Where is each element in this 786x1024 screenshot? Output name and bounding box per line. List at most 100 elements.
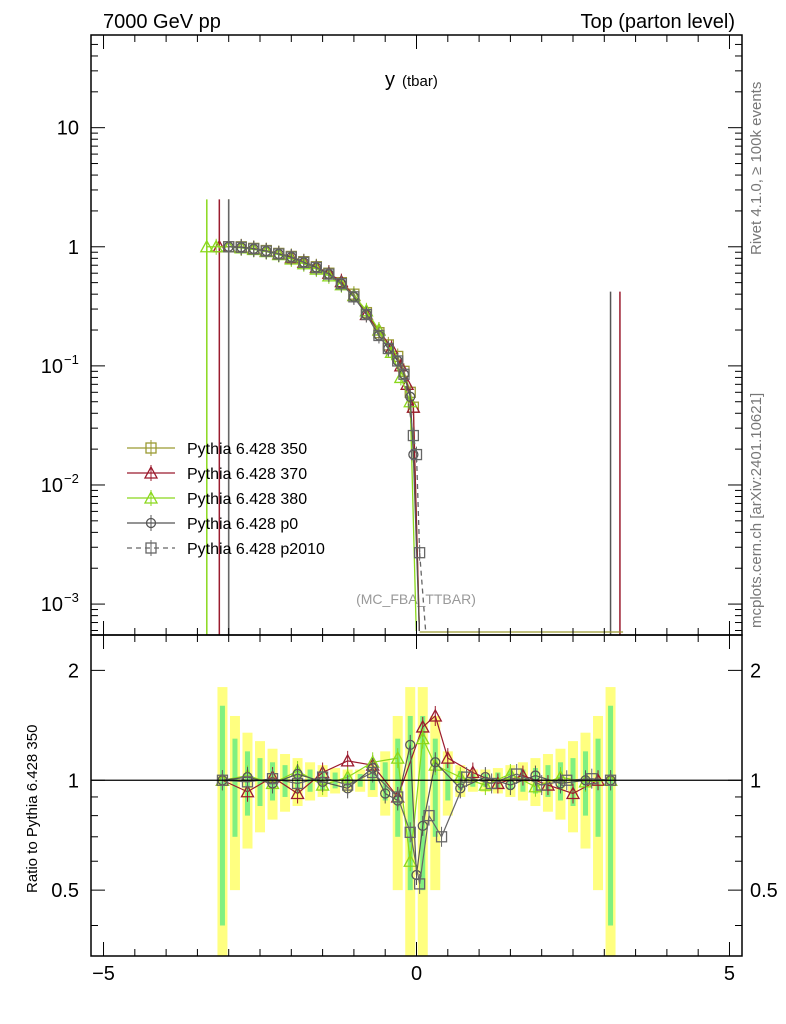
ratio-point — [316, 771, 329, 783]
main-point — [348, 291, 360, 303]
ratio-point — [392, 791, 404, 803]
legend-marker — [143, 465, 159, 479]
ratio-point — [340, 753, 355, 767]
legend-marker — [145, 517, 157, 529]
ratio-point — [415, 731, 430, 745]
ratio-point — [423, 809, 435, 822]
main-series-tail — [412, 454, 421, 632]
legend-marker — [145, 442, 157, 454]
y-tick-label: 10 — [57, 118, 79, 140]
ratio-point — [460, 771, 473, 783]
ratio-y-tick-label-right: 2 — [750, 660, 761, 682]
band-inner-bin — [257, 758, 263, 807]
ratio-point — [291, 777, 304, 790]
x-tick-label: −5 — [92, 963, 115, 985]
ratio-point — [403, 853, 418, 867]
band-inner-bin — [420, 715, 426, 891]
legend-label: Pythia 6.428 p2010 — [187, 541, 325, 558]
main-point — [410, 448, 423, 461]
main-point — [405, 391, 416, 402]
ratio-point — [405, 739, 416, 751]
plot-title-sub: (tbar) — [402, 73, 438, 90]
main-series-tail — [418, 552, 427, 632]
ratio-point — [290, 786, 305, 800]
main-point — [310, 261, 322, 274]
ratio-point — [485, 777, 498, 790]
y-tick-label: 10 — [41, 594, 63, 616]
ratio-point — [404, 826, 416, 838]
y-tick-label: 10 — [41, 356, 63, 378]
ratio-series-group — [91, 705, 742, 894]
y-tick-exponent: −1 — [64, 352, 79, 367]
ratio-y-tick-label-left: 2 — [68, 660, 79, 682]
legend: Pythia 6.428 350 Pythia 6.428 370 Pythia 6… — [127, 440, 325, 558]
y-tick-label: 1 — [68, 237, 79, 259]
ratio-point — [430, 757, 441, 768]
ratio-point — [565, 786, 581, 800]
main-point — [298, 256, 310, 269]
ratio-point — [435, 831, 448, 843]
main-point — [323, 268, 335, 280]
ratio-point — [555, 778, 566, 789]
ratio-point — [367, 766, 379, 779]
main-point — [335, 278, 348, 290]
ratio-y-tick-label-left: 0.5 — [51, 880, 79, 902]
main-point — [373, 329, 385, 342]
main-point — [248, 243, 260, 255]
main-point — [285, 251, 297, 263]
ratio-point — [586, 773, 598, 785]
y-tick-exponent: −2 — [64, 471, 79, 486]
header-right: Top (parton level) — [580, 11, 735, 33]
ratio-ylabel: Ratio to Pythia 6.428 350 — [24, 725, 41, 893]
ratio-point — [380, 788, 391, 799]
ratio-y-tick-label-right: 0.5 — [750, 880, 778, 902]
legend-label: Pythia 6.428 350 — [187, 441, 307, 458]
y-tick-label: 10 — [41, 475, 63, 497]
ratio-point — [428, 708, 443, 722]
ratio-point — [490, 776, 505, 790]
plot-title: y — [385, 69, 395, 91]
band-inner-bin — [407, 715, 413, 891]
main-point — [360, 308, 373, 321]
ratio-point — [241, 776, 254, 788]
ratio-point — [266, 773, 279, 785]
main-point — [273, 248, 285, 260]
main-point — [400, 376, 415, 390]
ratio-uncertainty-bands — [217, 687, 616, 956]
legend-label: Pythia 6.428 370 — [187, 466, 307, 483]
main-point — [392, 355, 404, 367]
ratio-point — [528, 779, 543, 793]
main-series-group — [199, 199, 624, 635]
header-left: 7000 GeV pp — [103, 11, 221, 33]
ratio-point — [413, 878, 426, 890]
legend-label: Pythia 6.428 380 — [187, 491, 307, 508]
legend-label: Pythia 6.428 p0 — [187, 516, 298, 533]
band-inner-bin — [232, 738, 238, 837]
legend-marker — [145, 542, 157, 554]
legend-marker — [143, 490, 159, 504]
main-series-line-3 — [228, 246, 415, 455]
rivet-label: Rivet 4.1.0, ≥ 100k events — [748, 82, 765, 255]
ratio-point — [511, 768, 523, 780]
main-point — [235, 241, 247, 253]
x-tick-label: 5 — [724, 963, 735, 985]
mcplots-label: mcplots.cern.ch [arXiv:2401.10621] — [748, 393, 765, 628]
main-point — [382, 342, 394, 355]
band-inner-bin — [432, 738, 438, 837]
main-point — [398, 368, 410, 380]
main-point — [407, 429, 420, 442]
ratio-point — [440, 750, 455, 764]
ratio-point — [478, 777, 493, 791]
main-point — [260, 245, 272, 257]
ratio-point — [390, 750, 405, 764]
main-point — [209, 239, 224, 253]
x-tick-label: 0 — [411, 963, 422, 985]
ratio-y-tick-label-right: 1 — [750, 770, 761, 792]
band-inner-bin — [608, 705, 614, 926]
band-inner-bin — [445, 762, 451, 801]
y-tick-exponent: −3 — [64, 590, 79, 605]
ratio-y-tick-label-left: 1 — [68, 770, 79, 792]
ratio-point — [240, 784, 255, 798]
